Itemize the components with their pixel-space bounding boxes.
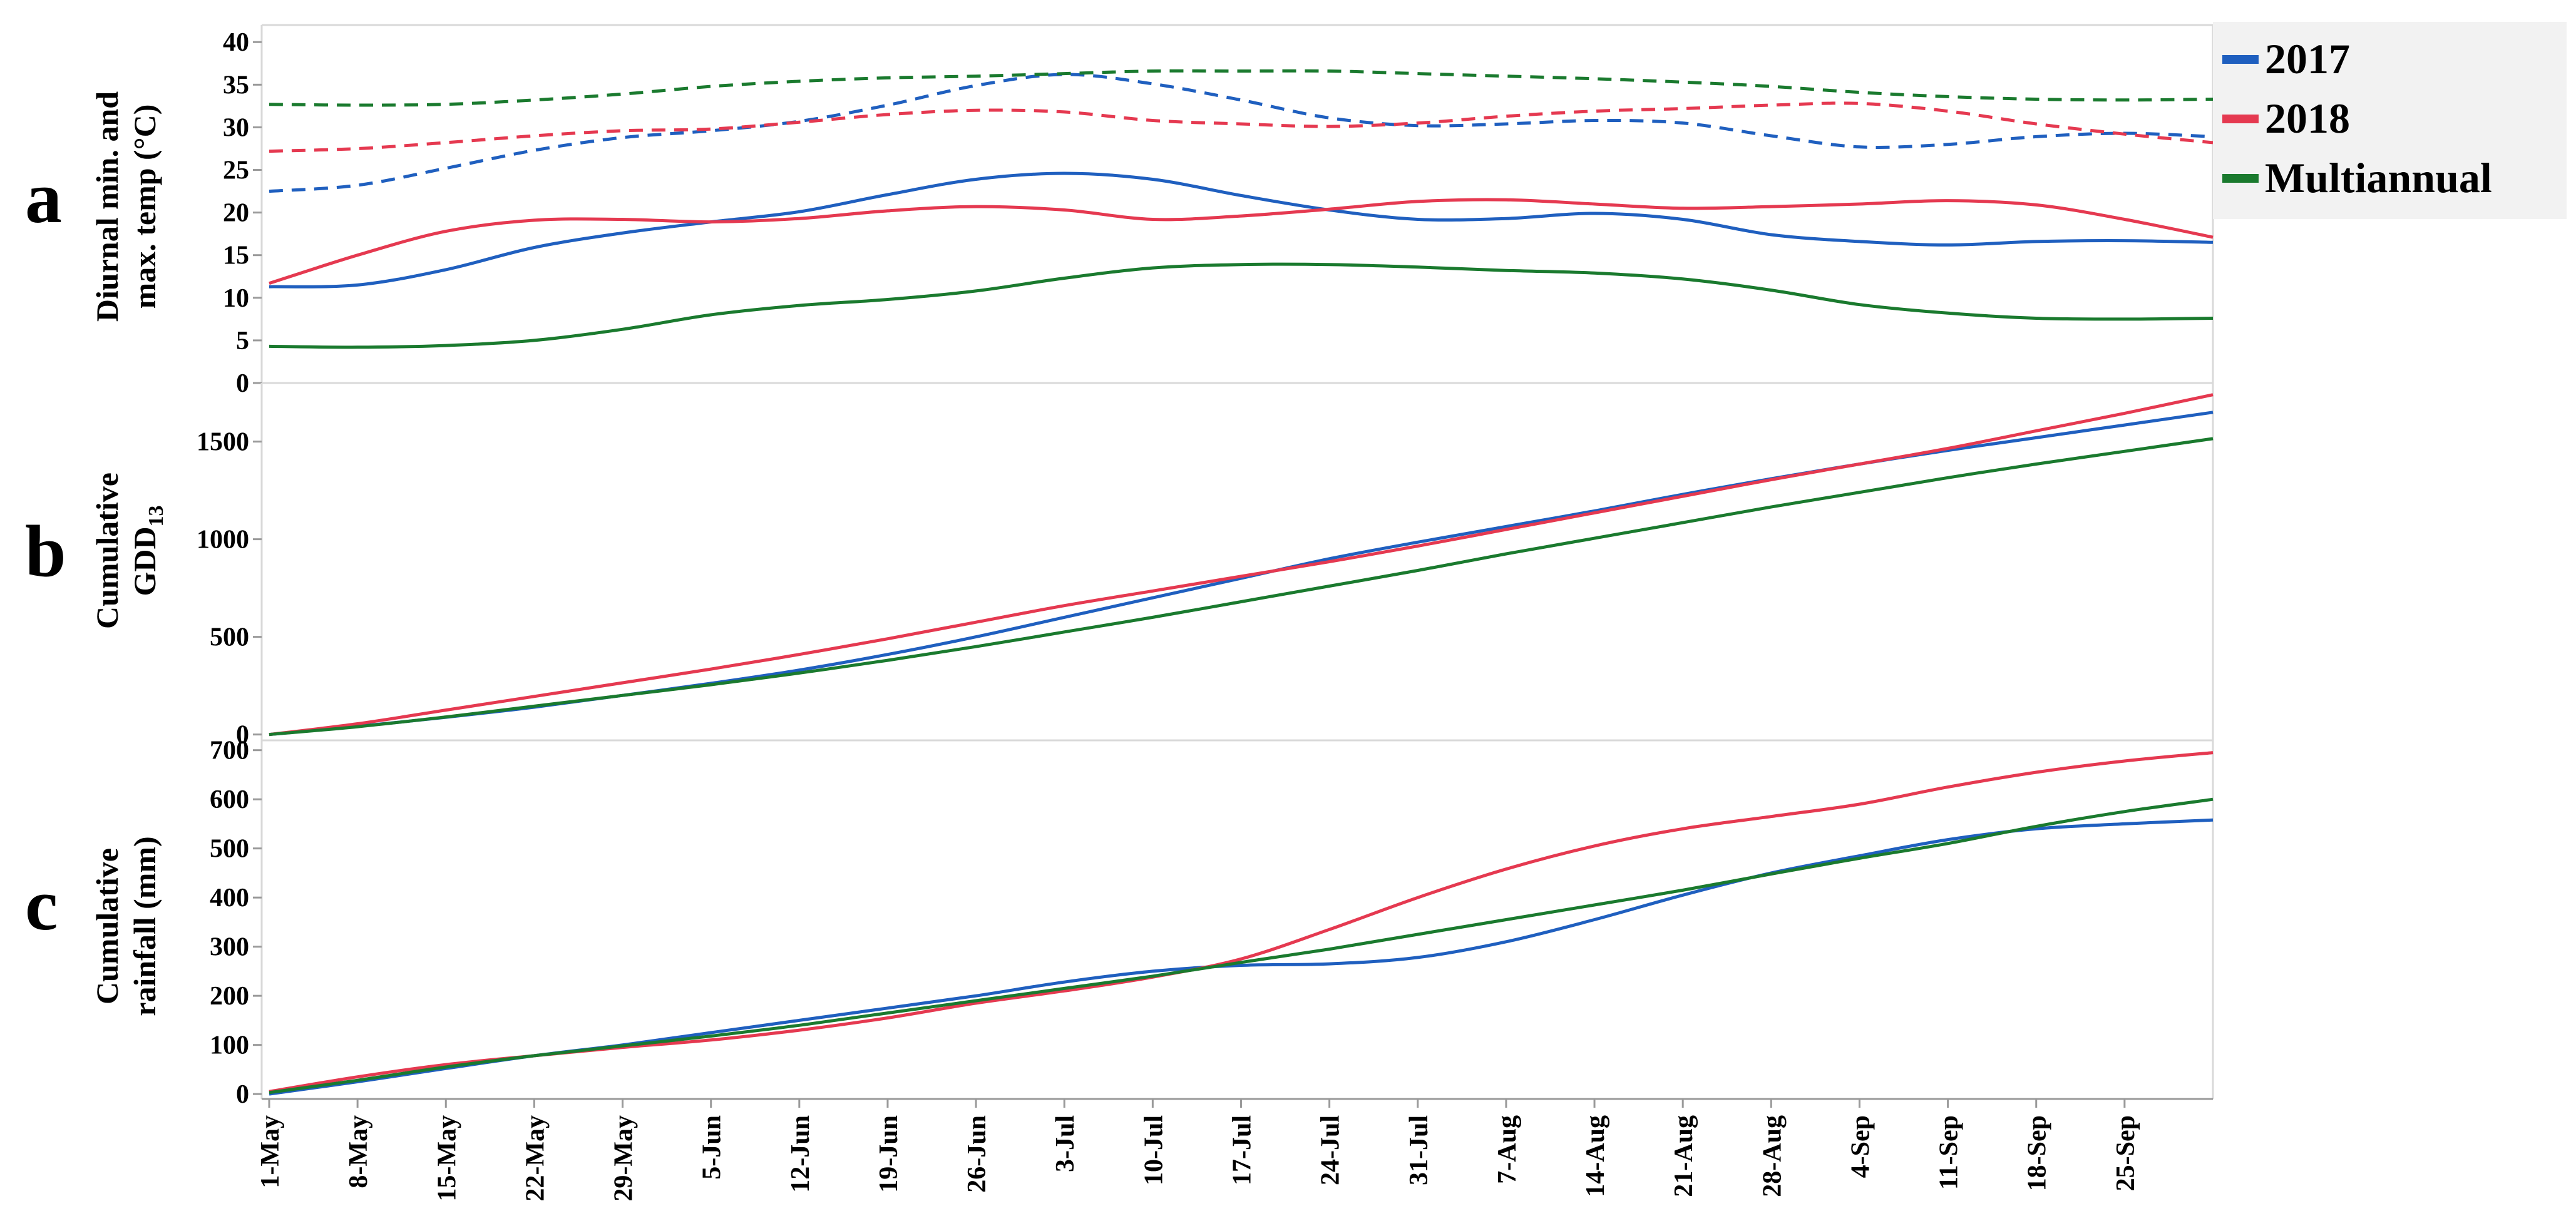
x-tick-label: 21-Aug bbox=[1670, 1115, 1698, 1197]
x-tick-label: 1-May bbox=[256, 1115, 285, 1188]
ylabel-c-line2: rainfall (mm) bbox=[127, 836, 162, 1016]
x-tick-label: 17-Jul bbox=[1228, 1115, 1257, 1185]
plot-panels: 0510152025303540050010001500010020030040… bbox=[188, 24, 2214, 1202]
series-line-multiannual-max-panel-a bbox=[269, 69, 2214, 107]
ylabel-b-line2: GDD13 bbox=[127, 505, 168, 596]
panel-letter-c: c bbox=[25, 864, 58, 946]
y-tick-label: 20 bbox=[223, 199, 249, 228]
legend-label-multiannual: Multiannual bbox=[2265, 154, 2492, 202]
y-tick-label: 500 bbox=[210, 623, 249, 652]
x-tick-label: 4-Sep bbox=[1846, 1115, 1875, 1178]
x-tick-label: 11-Sep bbox=[1935, 1115, 1964, 1190]
x-tick-label: 3-Jul bbox=[1051, 1115, 1080, 1172]
y-tick-label: 35 bbox=[223, 71, 249, 100]
ylabel-c-line1: Cumulative bbox=[90, 848, 125, 1004]
y-tick-label: 200 bbox=[210, 982, 249, 1011]
x-tick-label: 22-May bbox=[521, 1115, 550, 1202]
x-tick-label: 26-Jun bbox=[963, 1115, 992, 1193]
y-tick-label: 0 bbox=[236, 1080, 249, 1109]
series-line-2018-min-panel-a bbox=[269, 198, 2214, 285]
x-tick-label: 5-Jun bbox=[698, 1115, 727, 1180]
y-tick-label: 700 bbox=[210, 737, 249, 765]
ylabel-b-subscript: 13 bbox=[145, 505, 168, 526]
legend-label-2017: 2017 bbox=[2265, 35, 2350, 83]
y-tick-label: 30 bbox=[223, 113, 249, 142]
x-tick-label: 29-May bbox=[610, 1115, 639, 1202]
y-tick-label: 100 bbox=[210, 1031, 249, 1060]
y-tick-label: 0 bbox=[236, 721, 249, 750]
legend-swatch-2018 bbox=[2222, 115, 2259, 123]
panel-letter-a: a bbox=[25, 156, 62, 238]
x-tick-label: 18-Sep bbox=[2023, 1115, 2052, 1191]
y-tick-label: 0 bbox=[236, 369, 249, 398]
legend-label-2018: 2018 bbox=[2265, 95, 2350, 142]
y-tick-label: 600 bbox=[210, 785, 249, 814]
legend-box bbox=[2213, 22, 2567, 219]
y-tick-label: 25 bbox=[223, 156, 249, 185]
x-tick-label: 14-Aug bbox=[1581, 1115, 1610, 1197]
series-line-2018-max-panel-a bbox=[269, 101, 2214, 153]
ylabel-b: Cumulative GDD13 bbox=[90, 473, 168, 629]
y-tick-label: 500 bbox=[210, 835, 249, 864]
panel-c: 0 100 200 300 400 500 600 700 bbox=[210, 737, 2214, 1109]
legend: 2017 2018 Multiannual bbox=[2213, 22, 2567, 219]
series-line-2017-max-panel-a bbox=[269, 73, 2214, 193]
panel-a: 0 5 10 15 20 25 30 35 40 bbox=[223, 24, 2214, 398]
panel-letter-b: b bbox=[25, 510, 66, 592]
y-tick-label: 300 bbox=[210, 933, 249, 962]
x-tick-label: 7-Aug bbox=[1493, 1115, 1522, 1184]
x-tick-label: 24-Jul bbox=[1316, 1115, 1345, 1185]
x-tick-label: 8-May bbox=[344, 1115, 373, 1188]
y-tick-label: 1000 bbox=[197, 526, 249, 554]
x-tick-label: 15-May bbox=[433, 1115, 461, 1202]
y-tick-label: 40 bbox=[223, 28, 249, 57]
y-tick-label: 5 bbox=[236, 327, 249, 355]
y-tick-label: 1500 bbox=[197, 428, 249, 457]
y-tick-label: 15 bbox=[223, 242, 249, 270]
series-line-2017-min-panel-a bbox=[269, 171, 2214, 289]
ylabel-b-line1: Cumulative bbox=[90, 473, 125, 629]
x-tick-label: 19-Jun bbox=[875, 1115, 903, 1193]
series-line-multiannual-min-panel-a bbox=[269, 262, 2214, 349]
x-tick-label: 28-Aug bbox=[1758, 1115, 1787, 1197]
ylabel-c: Cumulative rainfall (mm) bbox=[90, 836, 162, 1016]
x-tick-label: 31-Jul bbox=[1405, 1115, 1434, 1185]
x-tick-label: 12-Jun bbox=[786, 1115, 815, 1193]
ylabel-a: Diurnal min. and max. temp (°C) bbox=[90, 91, 162, 322]
legend-swatch-2017 bbox=[2222, 55, 2259, 64]
ylabel-a-line2: max. temp (°C) bbox=[127, 105, 162, 309]
y-tick-label: 400 bbox=[210, 884, 249, 912]
series-line-multiannual-panel-c bbox=[269, 797, 2214, 1095]
x-tick-label: 25-Sep bbox=[2112, 1115, 2140, 1191]
series-line-multiannual-panel-b bbox=[269, 437, 2214, 737]
ylabel-a-line1: Diurnal min. and bbox=[90, 91, 125, 322]
x-tick-label: 10-Jul bbox=[1139, 1115, 1168, 1185]
ylabel-b-gdd: GDD bbox=[127, 526, 162, 596]
legend-swatch-multiannual bbox=[2222, 174, 2259, 183]
series-line-2018-panel-b bbox=[269, 393, 2214, 737]
panel-b: 0 500 1000 1500 bbox=[197, 382, 2214, 750]
y-tick-label: 10 bbox=[223, 284, 249, 313]
